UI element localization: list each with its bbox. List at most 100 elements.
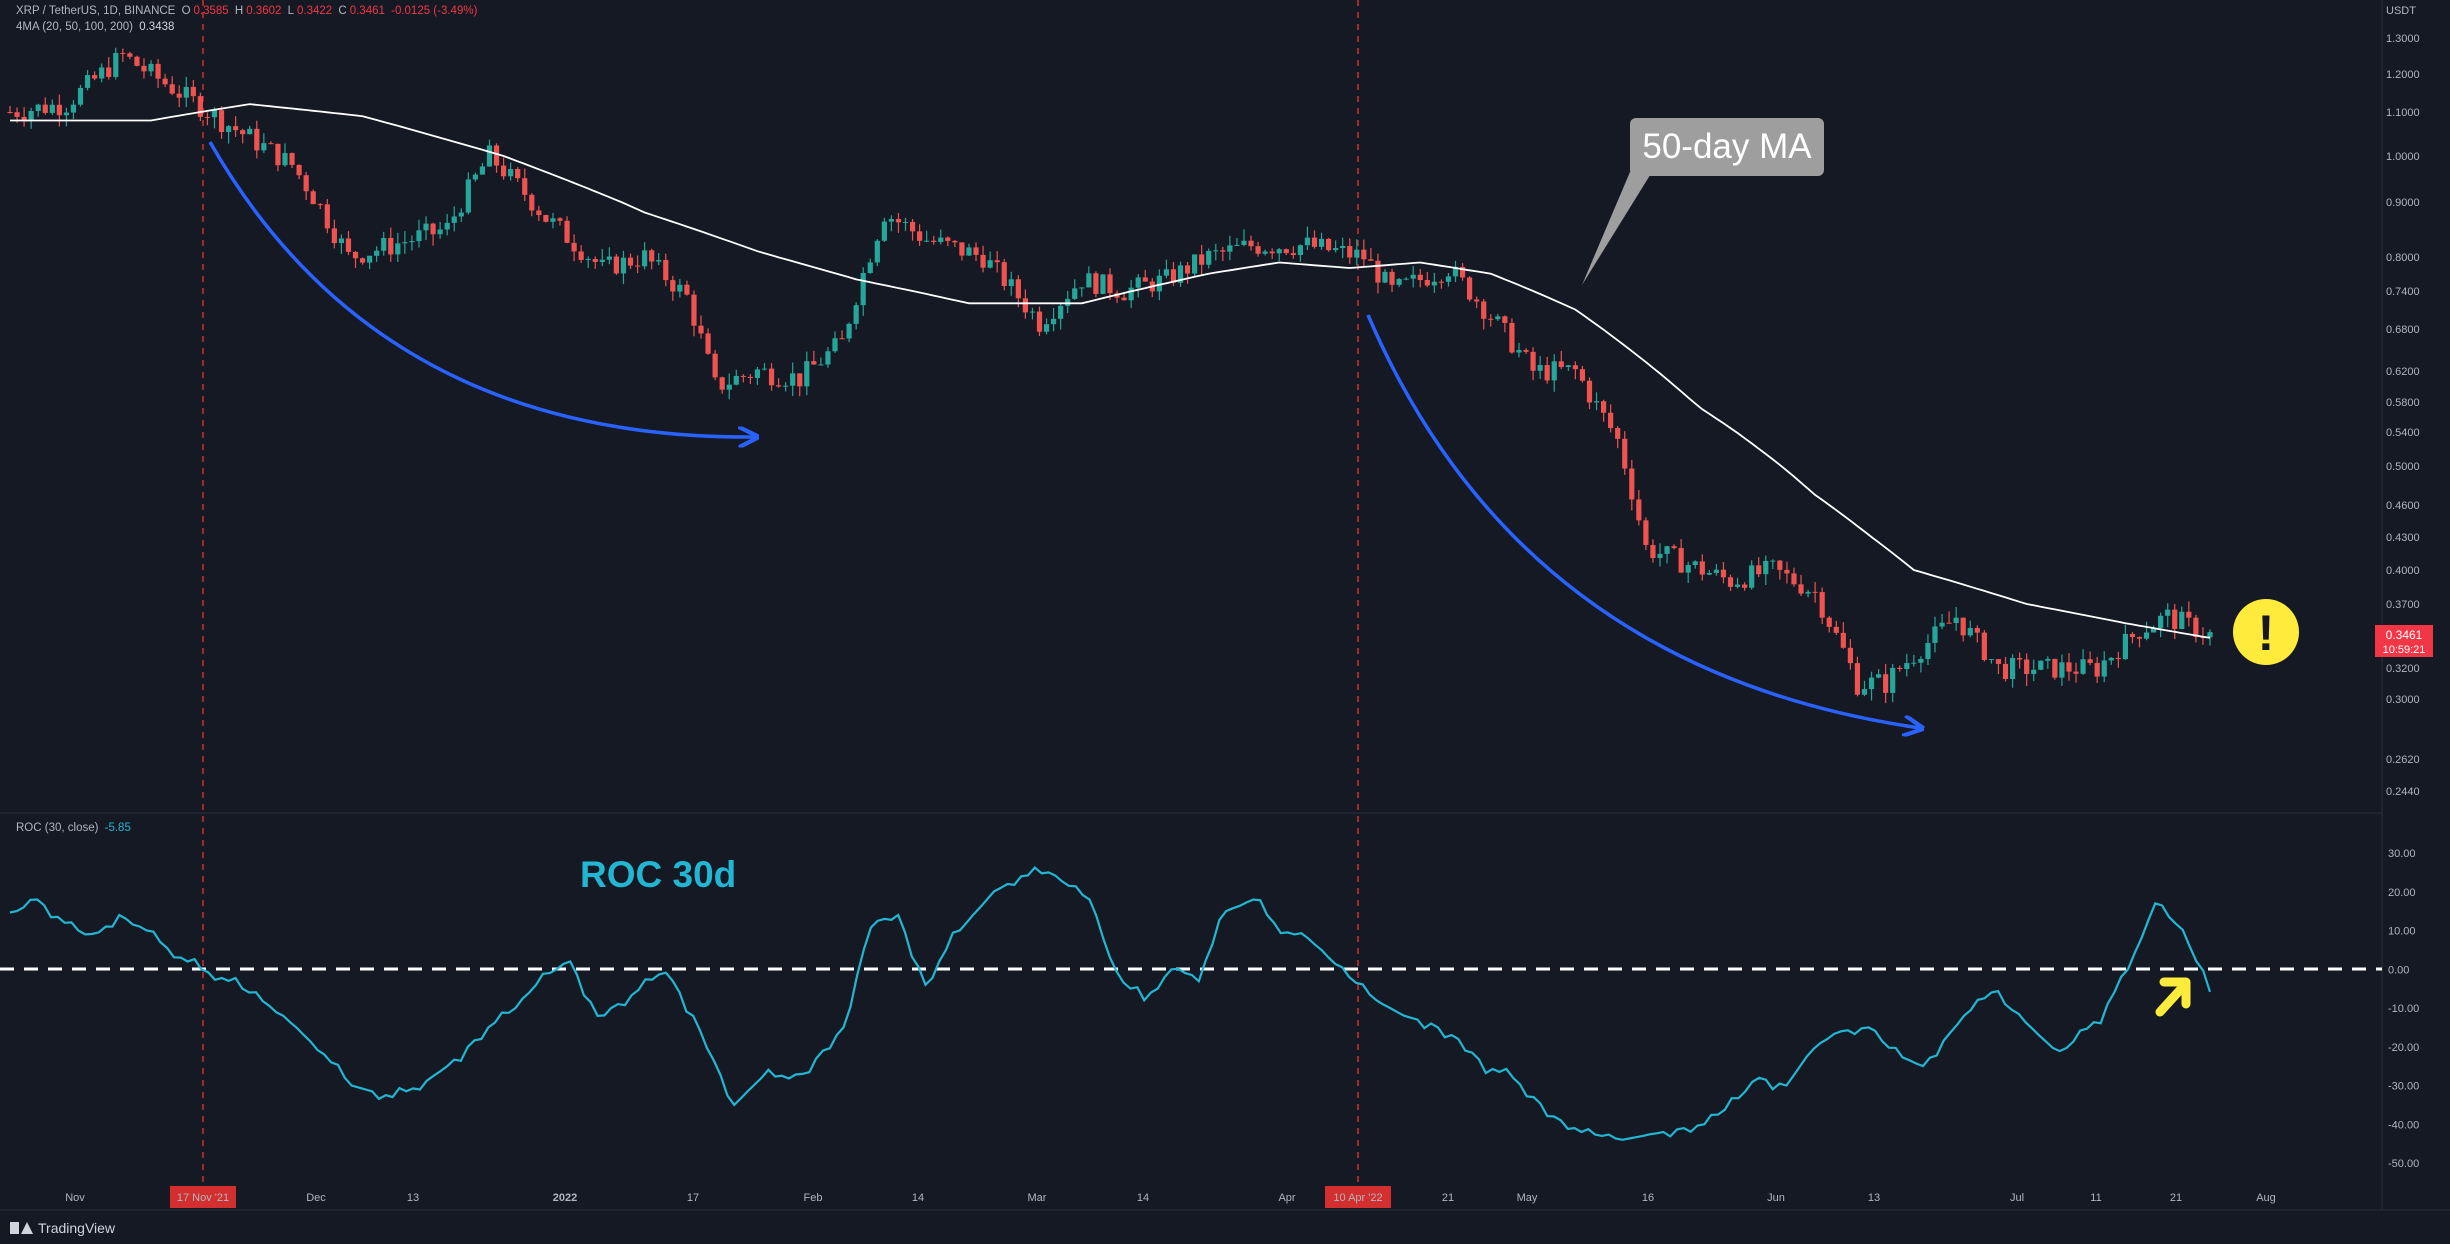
roc-title: ROC 30d [580, 854, 736, 895]
candle-body [1586, 380, 1593, 403]
roc-header[interactable]: ROC (30, close) -5.85 [16, 822, 134, 834]
roc-axis[interactable]: 30.00 20.00 10.00 0.00 -10.00 -20.00 -30.00 -40… [2388, 848, 2419, 1170]
candle-body [557, 218, 563, 221]
candle-body [1650, 544, 1656, 559]
candle-body [1283, 249, 1289, 254]
candle-body [2165, 609, 2171, 616]
candle-body [1742, 584, 1748, 588]
candle-body [2143, 632, 2150, 639]
candle-body [811, 361, 817, 365]
date-marker-badge [170, 1186, 236, 1208]
candle-body [754, 369, 761, 378]
roc-label[interactable]: ROC (30, close) [16, 822, 99, 834]
candle-body [352, 251, 359, 259]
candle-body [2024, 659, 2030, 674]
candle-body [7, 112, 13, 113]
candle-body [247, 128, 253, 135]
candle-body [1467, 277, 1473, 300]
open-label: O [181, 5, 191, 17]
candle-body [1213, 250, 1219, 252]
candle-body [1262, 251, 1268, 254]
candle-body [2087, 659, 2093, 663]
candle-body [155, 63, 161, 79]
candle-body [409, 241, 415, 243]
candle-body [92, 75, 98, 79]
candle-body [2031, 669, 2037, 674]
candle-body [1488, 318, 1494, 320]
candle-body [2052, 658, 2058, 678]
ma-value: 0.3438 [139, 21, 175, 33]
candle-body [747, 376, 753, 378]
candle-body [1192, 254, 1198, 274]
candle-body [592, 259, 598, 262]
candle-body [1170, 269, 1177, 283]
roc-line [9, 865, 2212, 1141]
candle-body [359, 258, 366, 263]
candle-body [2129, 633, 2136, 638]
candle-body [790, 373, 796, 386]
candle-body [1784, 569, 1790, 574]
symbol-header[interactable]: XRP / TetherUS, 1D, BINANCE O 0.3585 H 0.3… [16, 5, 480, 17]
candle-body [1756, 565, 1762, 575]
candle-body [1678, 548, 1684, 573]
candle-body [1410, 274, 1416, 279]
time-tick-label: 21 [1442, 1192, 1454, 1204]
candle-body [2207, 632, 2213, 638]
candle-body [28, 110, 34, 120]
tradingview-logo[interactable]: TradingView [10, 1220, 115, 1236]
candle-body [2059, 662, 2065, 678]
candle-body [1318, 238, 1325, 247]
price-tick-label: 0.4600 [2386, 500, 2420, 512]
ma-header[interactable]: 4MA (20, 50, 100, 200) 0.3438 [16, 21, 177, 33]
roc-value: -5.85 [104, 822, 131, 834]
candle-body [1079, 287, 1085, 289]
candle-body [367, 255, 373, 263]
candle-body [2150, 627, 2157, 633]
candle-body [1629, 468, 1635, 500]
candle-body [1608, 412, 1614, 429]
candle-body [571, 242, 577, 252]
candle-body [261, 143, 267, 151]
candle-body [1347, 245, 1353, 258]
candle-body [204, 116, 211, 118]
candle-body [1713, 569, 1720, 574]
candle-body [1988, 659, 1995, 661]
price-tick-label: 1.0000 [2386, 151, 2420, 163]
candle-body [1297, 245, 1303, 256]
candle-body [818, 364, 824, 366]
candle-body [881, 221, 887, 241]
candle-body [331, 228, 337, 244]
time-axis[interactable]: Nov 17 Nov '21 Dec 13 2022 17 Feb 14 Mar 14 Apr 10 … [65, 1186, 2276, 1208]
price-axis[interactable]: 1.3000 1.2000 1.1000 1.0000 0.9000 0.8000 0.74… [2386, 33, 2420, 798]
candle-body [1474, 299, 1480, 302]
candle-body [832, 338, 838, 352]
candle-body [402, 242, 408, 244]
candle-body [1184, 265, 1191, 274]
candle-body [1657, 553, 1663, 559]
candle-body [1481, 301, 1487, 319]
candle-body [268, 143, 274, 145]
candle-body [599, 259, 605, 262]
price-tick-label: 1.1000 [2386, 107, 2420, 119]
candle-body [296, 164, 302, 176]
candle-body [1382, 271, 1388, 283]
candle-body [987, 260, 993, 268]
candle-body [1135, 277, 1141, 288]
candle-body [1058, 305, 1064, 319]
candle-body [1036, 311, 1043, 332]
candle-body [1734, 584, 1741, 587]
candle-body [1727, 577, 1734, 587]
candle-body [1516, 350, 1522, 353]
candle-body [1241, 240, 1247, 245]
candle-body [1904, 663, 1910, 669]
candle-body [1220, 250, 1226, 252]
candle-body [176, 93, 182, 98]
ma-label[interactable]: 4MA (20, 50, 100, 200) [16, 21, 133, 33]
candle-body [225, 126, 232, 132]
candle-body [1897, 667, 1903, 669]
symbol-title[interactable]: XRP / TetherUS, 1D, BINANCE [16, 5, 176, 17]
candle-body [1953, 617, 1959, 623]
alert-icon [2233, 599, 2299, 665]
candlestick-series [7, 47, 2213, 704]
candle-body [388, 237, 394, 255]
